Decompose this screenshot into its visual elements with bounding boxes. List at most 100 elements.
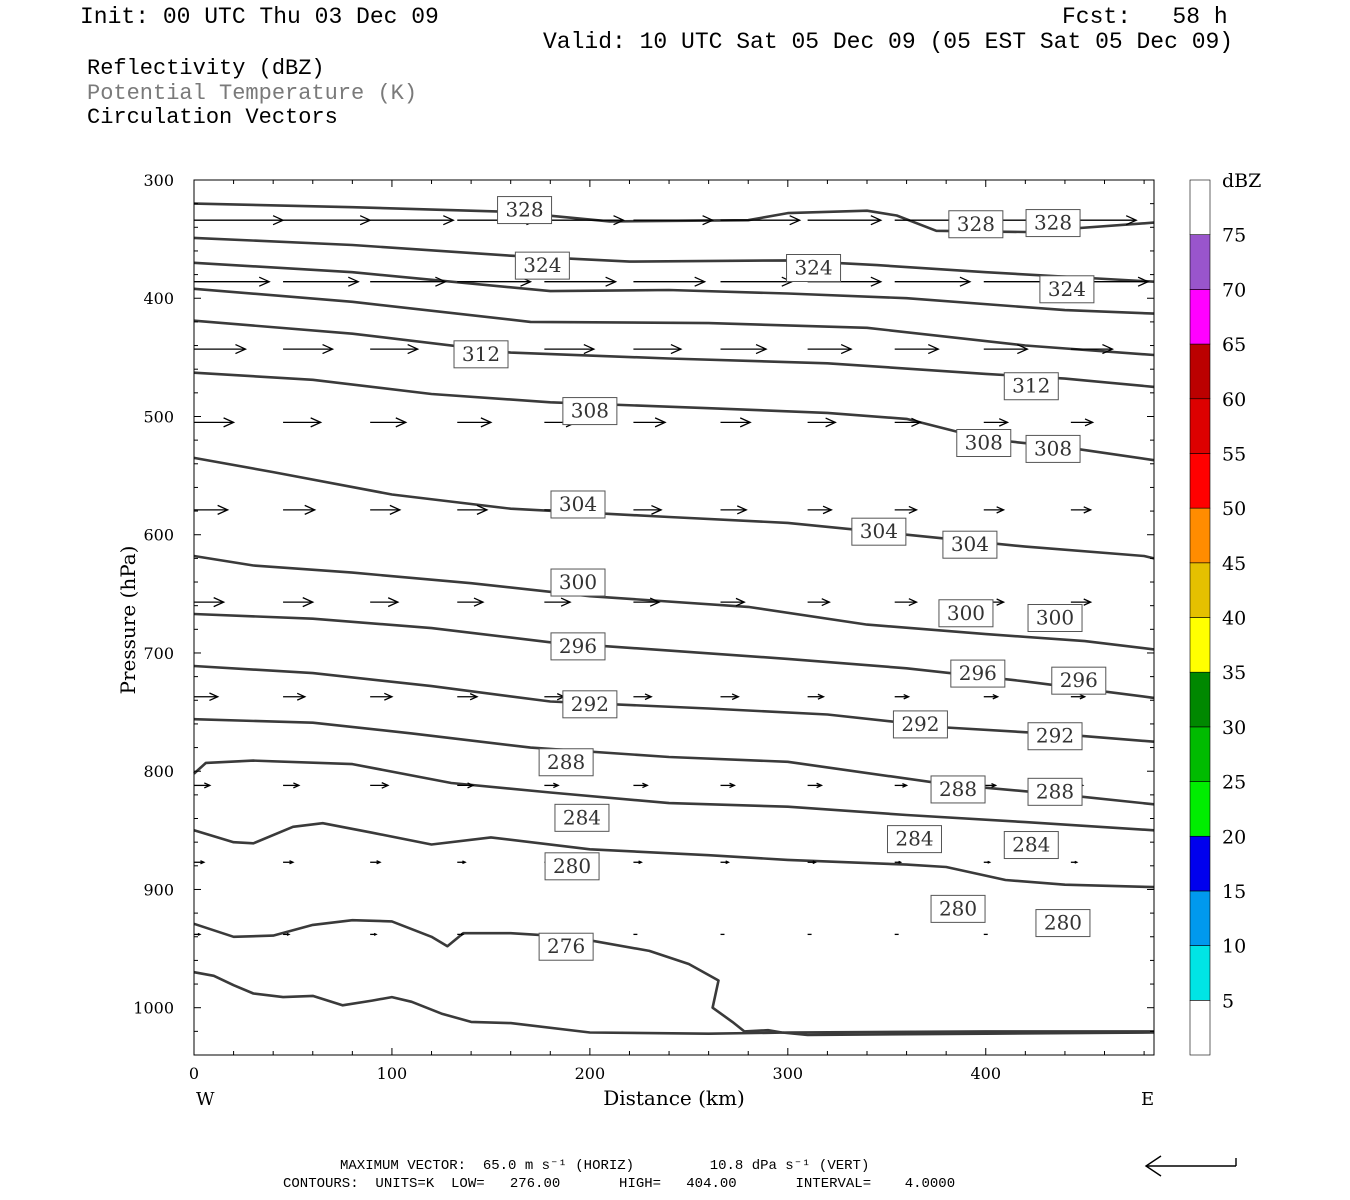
circulation-vector bbox=[370, 597, 400, 608]
contour-label-text: 284 bbox=[1012, 833, 1050, 857]
theta-contour-328 bbox=[193, 202, 1155, 234]
contour-label-text: 308 bbox=[1034, 436, 1072, 460]
contour-label-284: 284 bbox=[554, 803, 610, 832]
colorbar-level-label: 15 bbox=[1222, 881, 1246, 903]
contour-label-text: 328 bbox=[957, 212, 995, 236]
x-tick-label: 400 bbox=[970, 1064, 1001, 1083]
y-tick-label: 600 bbox=[143, 526, 174, 545]
circulation-vector bbox=[370, 504, 402, 515]
y-tick-label: 500 bbox=[143, 407, 174, 426]
circulation-vectors bbox=[194, 215, 1150, 936]
colorbar-segment bbox=[1189, 835, 1211, 892]
theta-contour-284 bbox=[193, 759, 1155, 832]
circulation-vector bbox=[894, 505, 919, 514]
circulation-vector bbox=[633, 343, 683, 355]
contour-label-text: 280 bbox=[553, 854, 591, 878]
circulation-vector bbox=[283, 597, 315, 608]
contour-label-284: 284 bbox=[1003, 831, 1059, 860]
circulation-vector bbox=[894, 276, 972, 287]
circulation-vector bbox=[544, 597, 572, 607]
colorbar-segment bbox=[1189, 398, 1211, 454]
y-tick-label: 700 bbox=[143, 644, 174, 663]
circulation-vector bbox=[370, 860, 382, 865]
circulation-vector bbox=[1070, 343, 1115, 355]
contour-label-328: 328 bbox=[948, 210, 1004, 239]
contour-label-text: 292 bbox=[571, 692, 609, 716]
contour-label-292: 292 bbox=[562, 690, 618, 719]
circulation-vector bbox=[370, 276, 447, 287]
theta-contour-292 bbox=[193, 664, 1155, 743]
contour-label-text: 296 bbox=[1060, 668, 1098, 692]
circulation-vector bbox=[983, 693, 1000, 700]
circulation-vector bbox=[457, 782, 475, 789]
circulation-vector bbox=[720, 505, 748, 515]
contour-label-308: 308 bbox=[956, 429, 1012, 457]
circulation-vector bbox=[457, 693, 479, 701]
circulation-vector bbox=[633, 782, 649, 789]
colorbar-segment bbox=[1189, 726, 1211, 782]
circulation-vector bbox=[807, 215, 883, 226]
x-axis-label: Distance (km) bbox=[603, 1086, 745, 1110]
circulation-vector bbox=[370, 343, 420, 355]
circulation-vector bbox=[370, 782, 390, 789]
legend-reflectivity: Reflectivity (dBZ) bbox=[87, 56, 325, 81]
theta-contour-316 bbox=[193, 287, 1155, 357]
circulation-vector bbox=[370, 932, 378, 936]
colorbar-level-label: 45 bbox=[1222, 553, 1246, 575]
circulation-vector bbox=[807, 505, 833, 515]
circulation-vector bbox=[283, 782, 301, 789]
circulation-vector bbox=[894, 782, 909, 788]
theta-contours bbox=[193, 202, 1155, 1037]
contour-label-288: 288 bbox=[930, 775, 986, 804]
dbz-colorbar: 5 10 15 20 25 30 35 40 45 50 55 60 65 70 75 bbox=[1189, 179, 1246, 1056]
y-tick-label: 300 bbox=[143, 171, 174, 190]
colorbar-level-label: 50 bbox=[1222, 498, 1246, 520]
contour-label-text: 324 bbox=[794, 256, 832, 280]
contour-label-300: 300 bbox=[550, 568, 606, 597]
theta-contour-272 bbox=[193, 970, 1154, 1035]
contour-label-text: 312 bbox=[1012, 374, 1050, 398]
legend-circulation-vectors: Circulation Vectors bbox=[87, 105, 338, 130]
circulation-vector bbox=[283, 932, 291, 936]
contour-label-text: 288 bbox=[939, 777, 977, 801]
circulation-vector bbox=[194, 504, 230, 515]
contour-label-text: 300 bbox=[1036, 606, 1074, 630]
circulation-vector bbox=[370, 692, 394, 701]
contour-label-308: 308 bbox=[562, 397, 618, 426]
colorbar-segment bbox=[1189, 234, 1211, 290]
colorbar-segment bbox=[1189, 1000, 1211, 1056]
colorbar-segment bbox=[1189, 671, 1211, 728]
contour-label-312: 312 bbox=[453, 340, 509, 369]
colorbar-segment bbox=[1189, 617, 1211, 673]
contour-label-text: 276 bbox=[547, 934, 585, 958]
circulation-vector bbox=[633, 276, 707, 287]
theta-contour-320 bbox=[193, 261, 1155, 315]
circulation-vector bbox=[1070, 693, 1087, 700]
y-tick-label: 1000 bbox=[133, 999, 174, 1018]
x-tick-label: 300 bbox=[773, 1064, 804, 1083]
contour-label-text: 304 bbox=[860, 519, 898, 543]
circulation-vector bbox=[720, 693, 740, 701]
colorbar-unit: dBZ bbox=[1222, 170, 1261, 192]
contour-label-324: 324 bbox=[1039, 275, 1095, 304]
contour-label-text: 284 bbox=[563, 805, 601, 829]
circulation-vector bbox=[720, 343, 768, 355]
contour-label-324: 324 bbox=[514, 251, 570, 280]
contour-label-text: 328 bbox=[1034, 211, 1072, 235]
contour-label-328: 328 bbox=[1025, 209, 1081, 238]
colorbar-level-label: 70 bbox=[1222, 279, 1246, 301]
circulation-vector bbox=[194, 276, 271, 287]
circulation-vector bbox=[370, 417, 408, 428]
theta-contour-280 bbox=[193, 821, 1155, 889]
contour-label-280: 280 bbox=[930, 894, 986, 923]
circulation-vector bbox=[720, 782, 736, 789]
circulation-vector bbox=[720, 597, 746, 607]
contour-label-312: 312 bbox=[1003, 372, 1059, 401]
circulation-vector bbox=[283, 692, 307, 701]
circulation-vector bbox=[194, 782, 212, 789]
circulation-vector bbox=[283, 860, 295, 865]
circulation-vector bbox=[283, 343, 335, 355]
contour-label-text: 300 bbox=[559, 570, 597, 594]
colorbar-segment bbox=[1189, 179, 1211, 235]
